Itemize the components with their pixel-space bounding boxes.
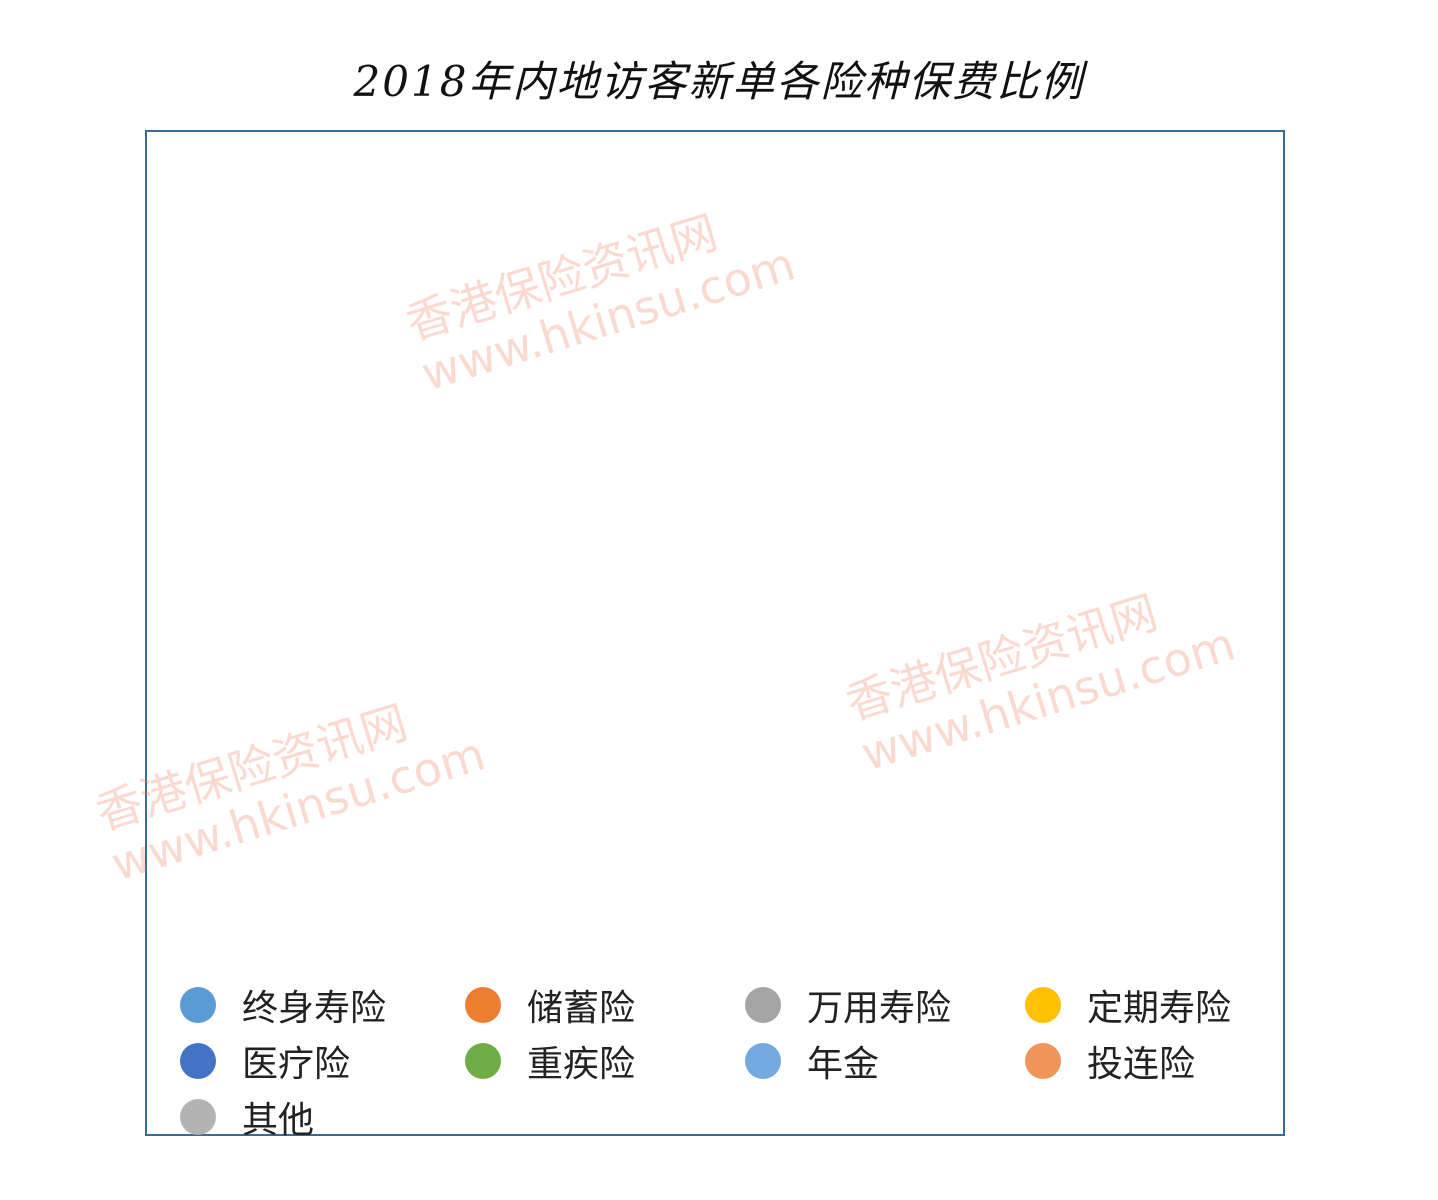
legend-swatch: [745, 987, 781, 1023]
legend-label: 其他: [242, 1100, 315, 1141]
legend-swatch: [180, 1043, 216, 1079]
legend-item: 万用寿险: [745, 980, 951, 1030]
legend-label: 定期寿险: [1087, 988, 1232, 1029]
legend-item: 定期寿险: [1025, 980, 1231, 1030]
legend-label: 医疗险: [242, 1044, 351, 1085]
legend-label: 终身寿险: [242, 988, 387, 1029]
legend-label: 投连险: [1087, 1044, 1196, 1085]
legend-item: 终身寿险: [180, 980, 386, 1030]
legend-swatch: [1025, 1043, 1061, 1079]
legend-label: 年金: [807, 1044, 880, 1085]
legend-item: 重疾险: [465, 1036, 635, 1086]
legend-item: 其他: [180, 1092, 314, 1142]
legend-label: 储蓄险: [527, 988, 636, 1029]
legend-swatch: [465, 1043, 501, 1079]
legend-item: 投连险: [1025, 1036, 1195, 1086]
chart-title: 2018年内地访客新单各险种保费比例: [353, 57, 1085, 106]
legend-item: 储蓄险: [465, 980, 635, 1030]
legend-swatch: [465, 987, 501, 1023]
legend-item: 医疗险: [180, 1036, 350, 1086]
legend-label: 重疾险: [527, 1044, 636, 1085]
legend-item: 年金: [745, 1036, 879, 1086]
legend-swatch: [745, 1043, 781, 1079]
legend-swatch: [1025, 987, 1061, 1023]
legend-swatch: [180, 987, 216, 1023]
legend-label: 万用寿险: [807, 988, 952, 1029]
legend-swatch: [180, 1099, 216, 1135]
chart-frame: [145, 130, 1285, 1136]
